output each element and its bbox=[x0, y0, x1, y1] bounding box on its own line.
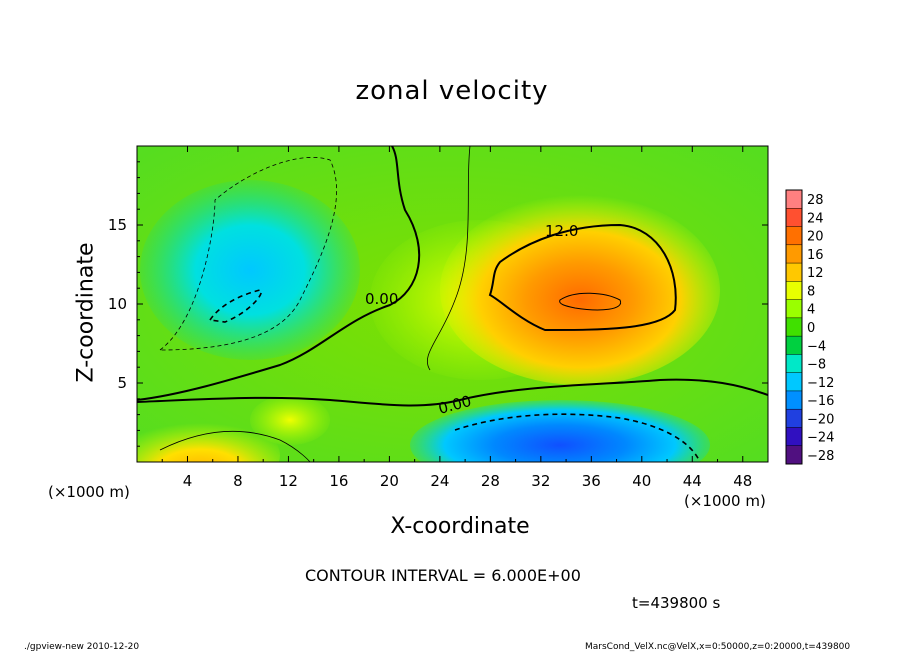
colorbar-swatch bbox=[786, 445, 802, 465]
x-tick-label: 4 bbox=[183, 472, 193, 490]
footer-left: ./gpview-new 2010-12-20 bbox=[24, 642, 140, 652]
contour-minus-6 bbox=[454, 413, 701, 462]
footer-right: MarsCond_VelX.nc@VelX,x=0:50000,z=0:2000… bbox=[585, 642, 851, 652]
colorbar-label: −8 bbox=[807, 358, 826, 373]
colorbar-label: 4 bbox=[807, 303, 815, 318]
x-tick-label: 16 bbox=[329, 472, 348, 490]
colorbar-swatch bbox=[786, 336, 802, 355]
contour-18 bbox=[559, 292, 622, 311]
contour-interval-note: CONTOUR INTERVAL = 6.000E+00 bbox=[305, 566, 581, 585]
colorbar-label: 20 bbox=[807, 230, 824, 245]
colorbar-swatch bbox=[786, 299, 802, 319]
contour-label-0-upper: 0.00 bbox=[365, 290, 398, 308]
colorbar-swatch bbox=[786, 354, 802, 374]
x-tick-label: 20 bbox=[380, 472, 399, 490]
colorbar-swatch bbox=[786, 263, 802, 282]
y-tick-label: 15 bbox=[108, 216, 127, 234]
colorbar-label: −16 bbox=[807, 394, 834, 409]
colorbar-swatch bbox=[786, 281, 802, 301]
x-tick-label: 44 bbox=[683, 472, 702, 490]
contour-12 bbox=[488, 223, 677, 332]
x-unit-label-left: (×1000 m) bbox=[48, 483, 130, 501]
time-label: t=439800 s bbox=[632, 594, 721, 612]
colorbar-swatch bbox=[786, 390, 802, 410]
colorbar-label: −4 bbox=[807, 339, 826, 354]
positive-core bbox=[440, 195, 720, 385]
colorbar-label: −28 bbox=[807, 449, 834, 464]
colorbar-swatch bbox=[786, 226, 802, 246]
colorbar-label: 0 bbox=[807, 321, 815, 336]
x-axis-ticks: 4 8 12 16 20 24 28 32 36 40 44 48 bbox=[161, 146, 752, 490]
y-axis-ticks: 5 10 15 bbox=[108, 161, 768, 447]
colorbar-label: −12 bbox=[807, 376, 834, 391]
colorbar-swatch bbox=[786, 372, 802, 392]
zero-contour-upper bbox=[137, 146, 421, 401]
colorbar-label: 16 bbox=[807, 248, 824, 263]
heatmap-field bbox=[137, 146, 768, 462]
colorbar-swatch bbox=[786, 190, 802, 209]
x-tick-label: 28 bbox=[481, 472, 500, 490]
x-tick-label: 36 bbox=[582, 472, 601, 490]
zero-contour-lower bbox=[137, 378, 768, 407]
colorbar-swatch bbox=[786, 244, 802, 264]
x-tick-label: 48 bbox=[733, 472, 752, 490]
x-unit-label-right: (×1000 m) bbox=[684, 492, 766, 510]
x-tick-label: 12 bbox=[279, 472, 298, 490]
negative-region-lower bbox=[410, 400, 710, 462]
colorbar-label: 12 bbox=[807, 266, 824, 281]
colorbar-label: 8 bbox=[807, 284, 815, 299]
x-tick-label: 24 bbox=[430, 472, 449, 490]
negative-region-upper-left bbox=[140, 180, 360, 360]
y-tick-label: 10 bbox=[108, 295, 127, 313]
x-tick-label: 8 bbox=[233, 472, 243, 490]
x-tick-label: 32 bbox=[531, 472, 550, 490]
colorbar-label: 28 bbox=[807, 193, 824, 208]
colorbar-swatch bbox=[786, 317, 802, 337]
x-axis-label: X-coordinate bbox=[390, 514, 530, 539]
colorbar-swatch bbox=[786, 427, 802, 447]
y-axis-label: Z-coordinate bbox=[73, 242, 99, 383]
colorbar-label: 24 bbox=[807, 211, 824, 226]
x-tick-label: 40 bbox=[632, 472, 651, 490]
contour-label-12: 12.0 bbox=[545, 222, 578, 240]
colorbar-label: −20 bbox=[807, 412, 834, 427]
y-tick-label: 5 bbox=[117, 374, 127, 392]
colorbar-swatch bbox=[786, 409, 802, 428]
chart-title: zonal velocity bbox=[355, 76, 549, 106]
positive-region-lower-left bbox=[137, 415, 280, 462]
colorbar: 28 24 20 16 12 8 4 0 −4 −8 −12 −16 −20 −24 −28 bbox=[785, 189, 834, 465]
colorbar-label: −24 bbox=[807, 431, 834, 446]
colorbar-swatch bbox=[786, 208, 802, 228]
